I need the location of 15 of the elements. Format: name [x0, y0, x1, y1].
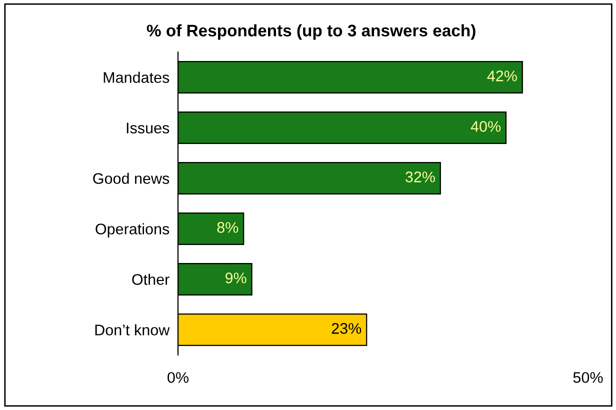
x-tick-label: 50% — [573, 372, 603, 383]
data-label: 9% — [226, 272, 246, 284]
data-label: 23% — [332, 323, 362, 334]
data-label: 32% — [405, 172, 435, 182]
y-tick-label: Operations — [96, 223, 170, 238]
y-tick-label: Issues — [126, 122, 170, 134]
y-tick-label: Other — [132, 274, 170, 285]
y-tick-label: Mandates — [104, 72, 170, 83]
data-label: 8% — [217, 222, 238, 233]
y-tick-label: Don’t know — [95, 324, 170, 336]
data-label: 40% — [470, 121, 501, 132]
chart-title: % of Respondents (up to 3 answers each) — [146, 24, 476, 40]
x-tick-label: 0% — [168, 372, 188, 383]
y-tick-label: Good news — [93, 172, 170, 184]
data-label: 42% — [487, 70, 517, 82]
